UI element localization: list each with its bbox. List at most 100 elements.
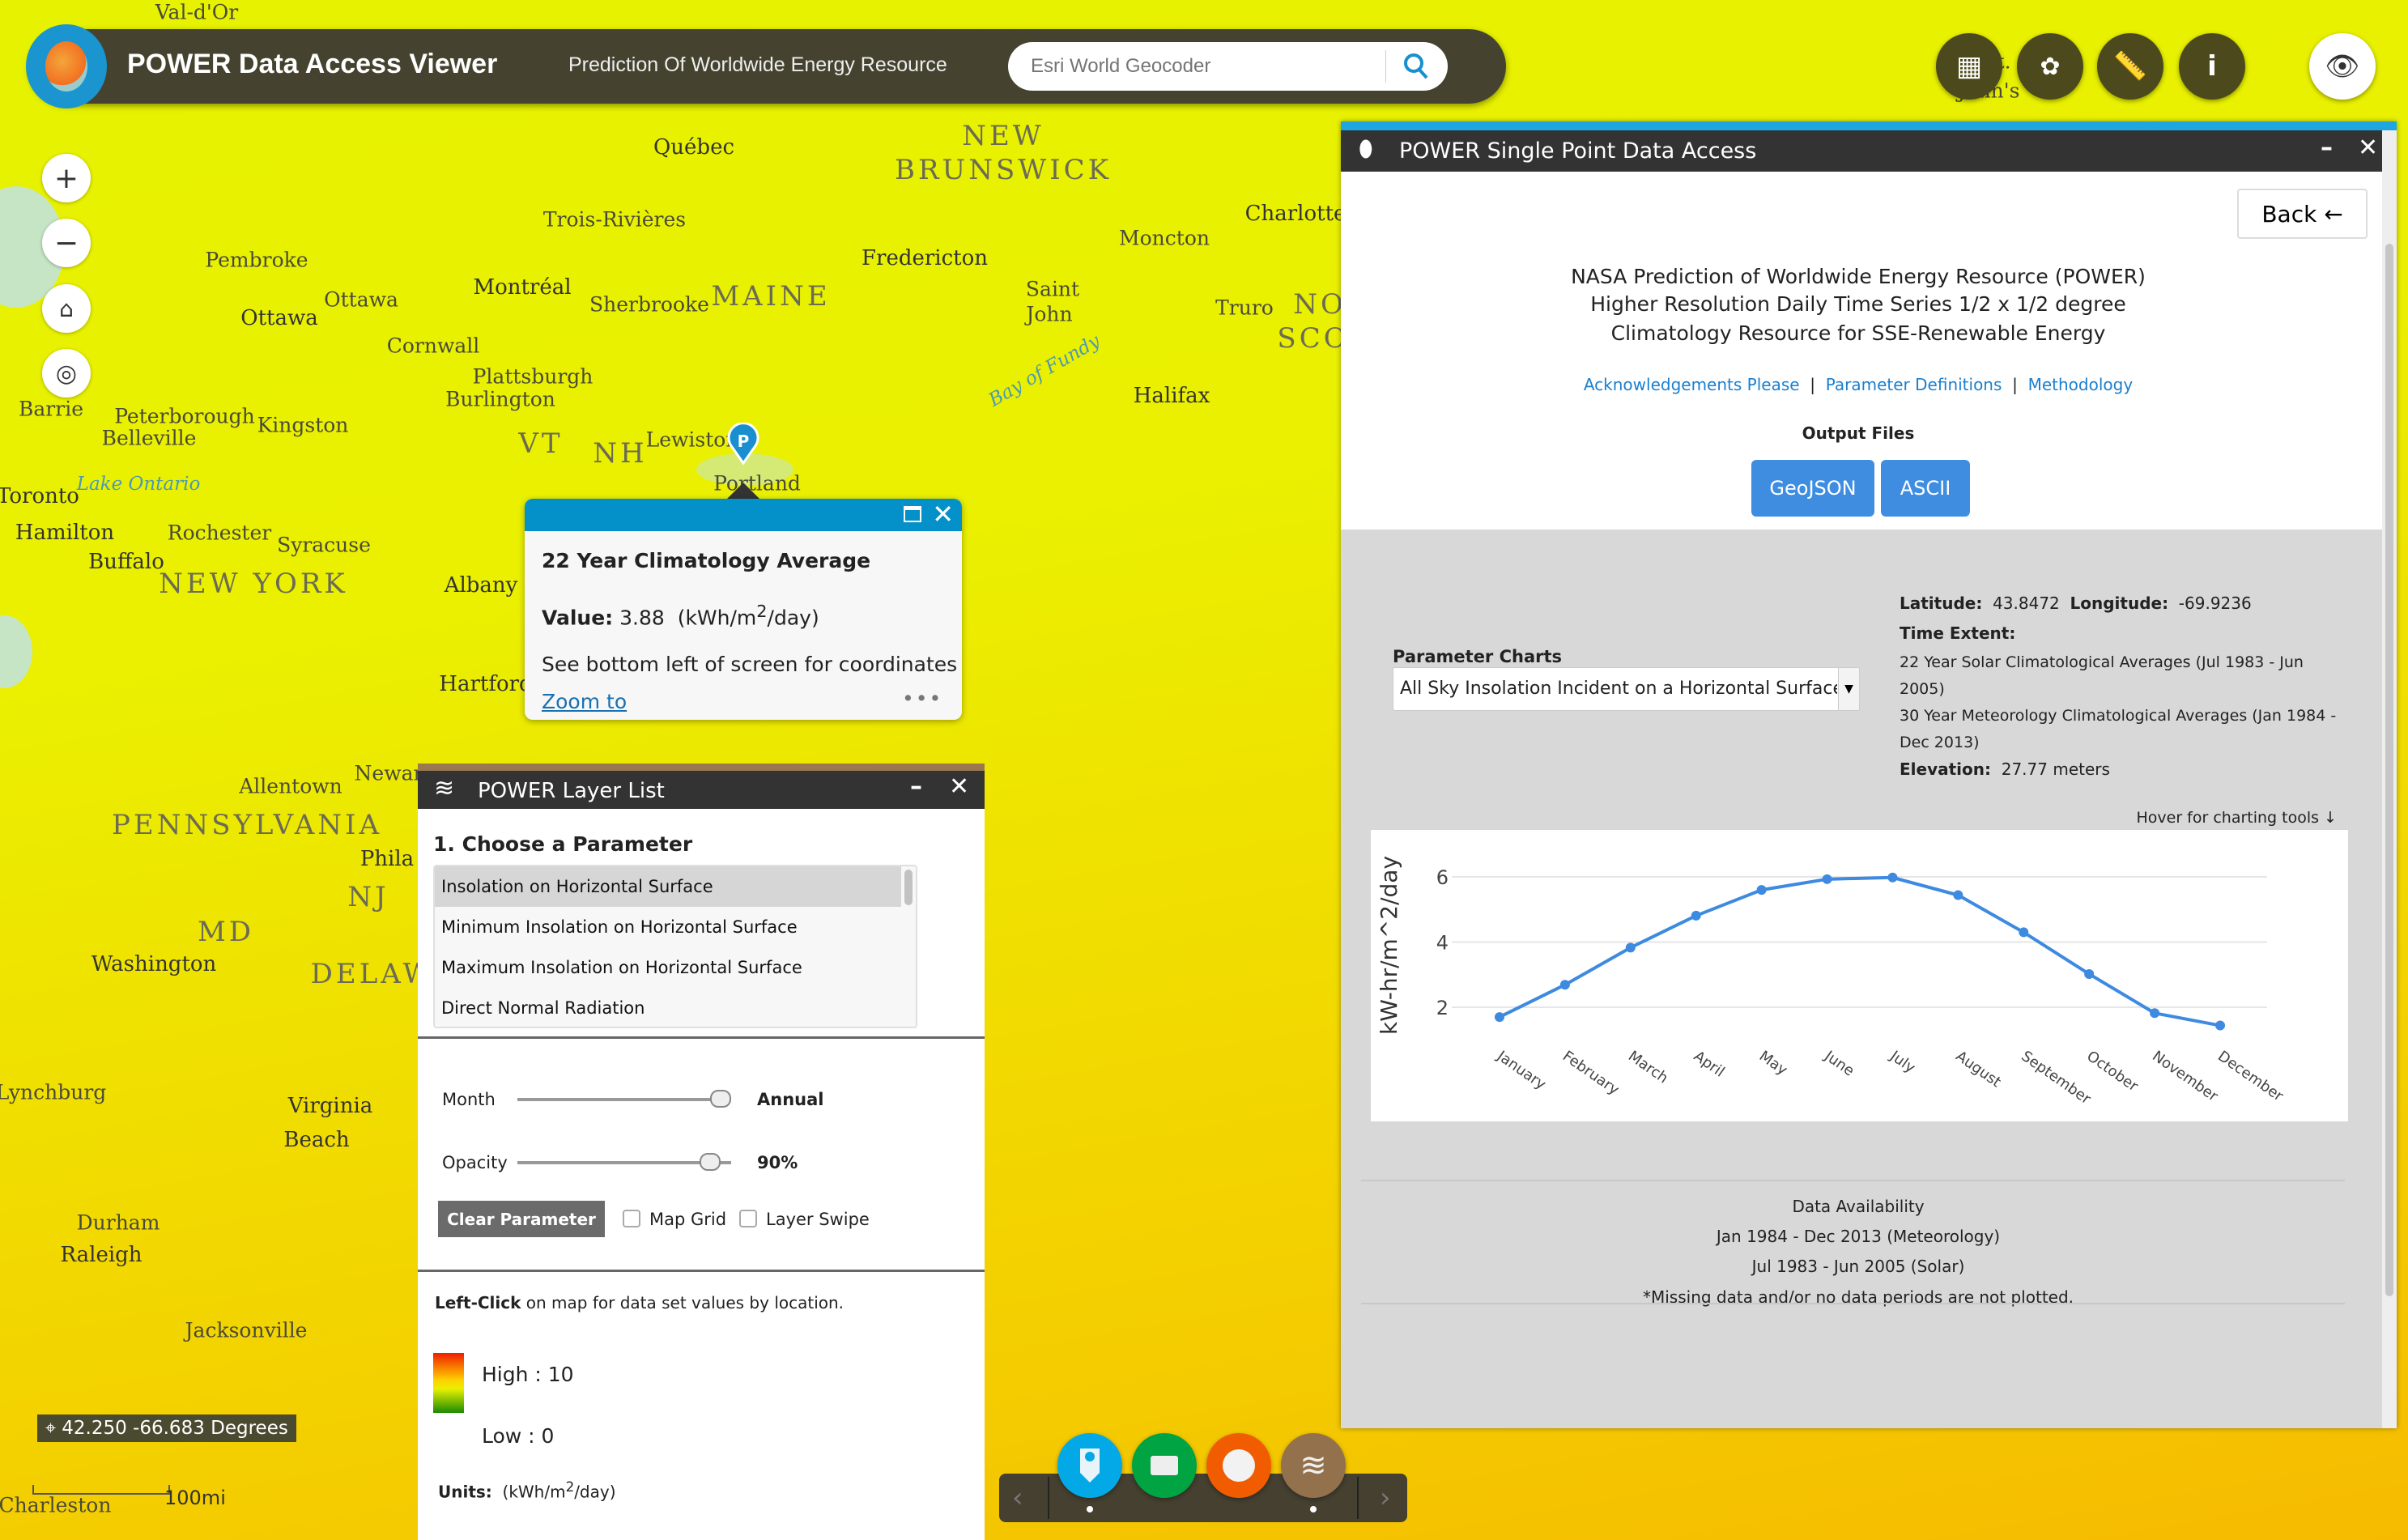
active-indicator [1087, 1506, 1093, 1512]
search-icon[interactable] [1398, 49, 1434, 84]
region-widget-button[interactable] [1132, 1433, 1197, 1498]
x-tick-label: January [1493, 1047, 1549, 1093]
layer-swipe-checkbox[interactable] [739, 1210, 757, 1227]
widget-dock: ‹ › [999, 1474, 1407, 1522]
output-files-label: Output Files [1802, 423, 1915, 443]
methodology-link[interactable]: Methodology [2027, 375, 2134, 394]
map-label: Pembroke [205, 248, 308, 272]
search-input[interactable] [1031, 52, 1371, 81]
geocoder-search[interactable] [1008, 42, 1448, 91]
zoom-to-link[interactable]: Zoom to [542, 690, 628, 713]
visibility-button[interactable]: 👁 [2309, 33, 2376, 100]
minimize-icon[interactable]: – [2321, 134, 2333, 162]
more-options-icon[interactable]: ••• [902, 687, 943, 710]
heading-line-3: Climatology Resource for SSE-Renewable E… [1610, 321, 2106, 345]
latitude-label: Latitude: [1900, 593, 1983, 613]
hint-text: on map for data set values by location. [521, 1293, 845, 1312]
map-label: Cornwall [386, 334, 480, 358]
parameter-list[interactable]: Insolation on Horizontal Surface Minimum… [433, 865, 917, 1028]
close-icon[interactable]: ✕ [949, 772, 970, 801]
coordinate-readout[interactable]: ⌖ 42.250 -66.683 Degrees [37, 1415, 296, 1442]
palette-icon: ✿ [2040, 52, 2061, 81]
legend-gradient [433, 1353, 464, 1413]
map-label: PENNSYLVANIA [111, 809, 383, 841]
map-pin-marker[interactable]: P [725, 422, 761, 466]
hint-bold: Left-Click [435, 1293, 521, 1312]
data-point [2084, 968, 2095, 979]
draw-tool-button[interactable]: ✿ [2017, 33, 2083, 100]
parameter-charts-label: Parameter Charts [1393, 647, 1563, 666]
close-icon[interactable]: ✕ [932, 499, 954, 530]
parameter-item[interactable]: Direct Normal Radiation [441, 998, 645, 1018]
layer-list-panel: ≋ POWER Layer List – ✕ 1. Choose a Param… [418, 764, 985, 1540]
popup-value: Value: 3.88 (kWh/m2/day) [542, 602, 819, 629]
nasa-power-logo[interactable] [26, 24, 107, 108]
map-label: Plattsburgh [472, 364, 593, 389]
measure-button[interactable]: 📏 [2097, 33, 2163, 100]
global-widget-button[interactable] [1206, 1433, 1271, 1498]
map-label: Hamilton [15, 521, 115, 545]
maximize-icon[interactable] [904, 506, 921, 522]
map-label: Toronto [0, 484, 79, 508]
clear-parameter-button[interactable]: Clear Parameter [438, 1201, 605, 1237]
data-point [1691, 910, 1701, 921]
geojson-button[interactable]: GeoJSON [1751, 460, 1874, 517]
time-extent-label: Time Extent: [1900, 623, 2016, 643]
minimize-icon[interactable]: – [910, 772, 922, 801]
divider [1361, 1180, 2345, 1181]
single-point-widget-button[interactable] [1057, 1433, 1122, 1498]
zoom-in-button[interactable]: + [42, 154, 91, 202]
units-post: /day) [767, 606, 819, 630]
chevron-right-icon[interactable]: › [1380, 1482, 1391, 1514]
month-slider[interactable] [517, 1098, 731, 1101]
panel-header: ⬮ POWER Single Point Data Access – ✕ [1341, 130, 2397, 172]
layer-list-widget-button[interactable]: ≋ [1281, 1433, 1346, 1498]
opacity-slider-handle[interactable] [699, 1153, 721, 1171]
map-label: Lynchburg [0, 1080, 107, 1104]
close-icon[interactable]: ✕ [2358, 134, 2379, 162]
chart-container[interactable]: 2 4 6 kW-hr/m^2/day January February March Apri… [1371, 830, 2348, 1121]
parameter-chart-select[interactable]: All Sky Insolation Incident on a Horizon… [1393, 667, 1860, 711]
scrollbar-thumb[interactable] [2385, 244, 2393, 1296]
y-tick-label: 2 [1436, 997, 1449, 1019]
locate-button[interactable]: ◎ [42, 349, 91, 398]
map-label: Kingston [257, 413, 349, 437]
units-value: (kWh/m [502, 1482, 566, 1502]
chevron-left-icon[interactable]: ‹ [1012, 1482, 1023, 1514]
line-chart[interactable]: 2 4 6 kW-hr/m^2/day January February March Apri… [1371, 830, 2348, 1121]
back-button[interactable]: Back ← [2237, 189, 2368, 239]
divider [1385, 50, 1386, 83]
acknowledgements-link[interactable]: Acknowledgements Please [1583, 375, 1800, 394]
value-label: Value: [542, 606, 614, 630]
x-tick-label: September [2018, 1048, 2094, 1108]
parameter-item[interactable]: Minimum Insolation on Horizontal Surface [441, 917, 798, 937]
value: 3.88 [619, 606, 665, 630]
info-popup: ✕ 22 Year Climatology Average Value: 3.8… [525, 499, 962, 720]
map-label: Belleville [101, 426, 197, 450]
x-tick-label: March [1625, 1048, 1671, 1087]
ascii-button[interactable]: ASCII [1881, 460, 1970, 517]
popup-note: See bottom left of screen for coordinate… [542, 653, 958, 676]
scrollbar-track[interactable] [2382, 130, 2397, 1428]
scrollbar[interactable] [904, 870, 913, 905]
map-label: Saint [1025, 277, 1080, 301]
home-button[interactable]: ⌂ [42, 284, 91, 333]
map-label: Syracuse [277, 533, 371, 557]
rectangle-icon [1151, 1456, 1178, 1475]
panel-title: POWER Layer List [478, 779, 665, 803]
map-label: Rochester [167, 521, 272, 545]
zoom-out-button[interactable]: − [42, 219, 91, 267]
opacity-slider[interactable] [517, 1161, 731, 1164]
units: (kWh/m [677, 606, 757, 630]
map-grid-checkbox[interactable] [623, 1210, 640, 1227]
about-button[interactable]: i [2179, 33, 2245, 100]
x-tick-label: April [1691, 1048, 1728, 1081]
parameter-item[interactable]: Maximum Insolation on Horizontal Surface [441, 958, 802, 977]
month-slider-handle[interactable] [710, 1090, 731, 1108]
parameter-item[interactable]: Insolation on Horizontal Surface [435, 866, 901, 907]
map-label: Raleigh [60, 1243, 143, 1267]
parameter-definitions-link[interactable]: Parameter Definitions [1825, 375, 2002, 394]
units-label: Units: [438, 1482, 492, 1502]
elevation-value: 27.77 meters [2001, 759, 2110, 779]
basemap-gallery-button[interactable]: ▦ [1936, 33, 2002, 100]
